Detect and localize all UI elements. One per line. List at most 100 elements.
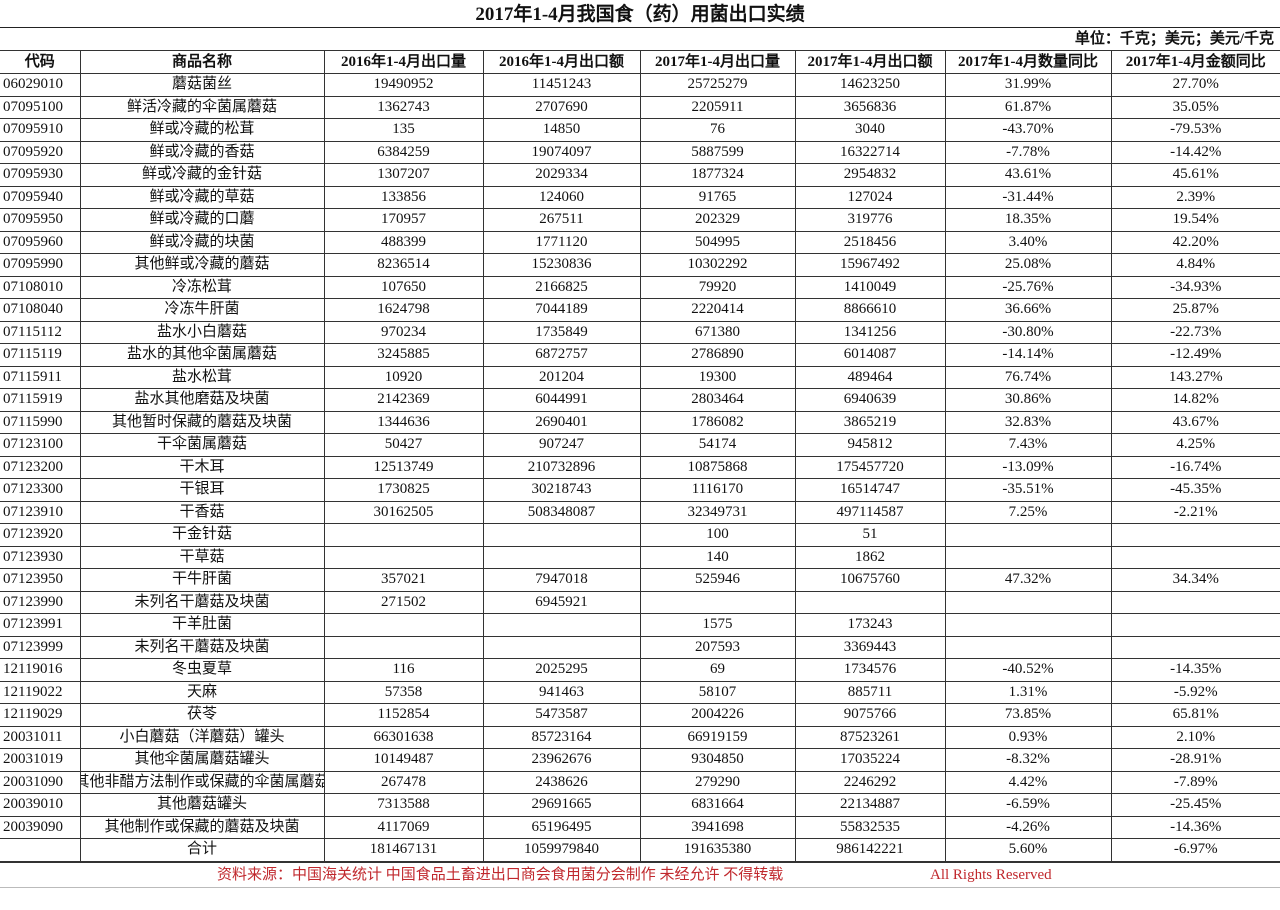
cell-qty-2016: 12513749 [323,455,484,479]
cell-value-2017: 51 [794,523,946,547]
cell-qty-2016 [323,523,484,547]
table-row: 20031011 小白蘑菇（洋蘑菇）罐头 66301638 85723164 66919… [0,725,1280,749]
product-name-text: 未列名干蘑菇及块菌 [134,638,270,655]
cell-product-name: 其他蘑菇罐头 [79,793,325,817]
table-row: 12119016 冬虫夏草 116 2025295 69 1734576 -40.52% -1… [0,658,1280,682]
cell-value-yoy: -5.92% [1110,680,1280,704]
cell-qty-2017: 25725279 [639,73,796,97]
cell-product-name: 天麻 [79,680,325,704]
table-row: 07115919 盐水其他磨菇及块菌 2142369 6044991 2803464 69… [0,388,1280,412]
cell-value-yoy: 25.87% [1110,298,1280,322]
product-name-text: 鲜活冷藏的伞菌属蘑菇 [126,98,277,115]
cell-qty-2016: 133856 [323,185,484,209]
cell-code: 07095960 [0,230,81,254]
cell-code: 07115919 [0,388,81,412]
cell-product-name: 盐水其他磨菇及块菌 [79,388,325,412]
cell-qty-yoy: 0.93% [944,725,1112,749]
product-name-text: 鲜或冷藏的口蘑 [149,211,255,228]
cell-qty-2017: 10875868 [639,455,796,479]
product-name-text: 鲜或冷藏的松茸 [149,121,255,138]
table-row: 07108010 冷冻松茸 107650 2166825 79920 1410049 -25… [0,275,1280,299]
product-name-text: 盐水小白蘑菇 [156,323,247,340]
cell-qty-2016: 66301638 [323,725,484,749]
cell-qty-2017: 2803464 [639,388,796,412]
cell-value-2016: 508348087 [482,500,641,524]
cell-qty-2016: 6384259 [323,140,484,164]
cell-code: 07095930 [0,163,81,187]
cell-code: 07123991 [0,613,81,637]
cell-value-yoy: -7.89% [1110,770,1280,794]
export-table: 代码 商品名称 2016年1-4月出口量 2016年1-4月出口额 2017年1-4月出… [0,50,1280,862]
cell-value-yoy: -28.91% [1110,748,1280,772]
cell-code: 20031011 [0,725,81,749]
cell-qty-2016: 1344636 [323,410,484,434]
cell-value-yoy: 2.39% [1110,185,1280,209]
cell-qty-yoy: 3.40% [944,230,1112,254]
cell-value-yoy: 2.10% [1110,725,1280,749]
cell-qty-2017: 66919159 [639,725,796,749]
cell-qty-2017: 5887599 [639,140,796,164]
product-name-text: 蘑菇菌丝 [171,76,232,93]
cell-qty-yoy [944,635,1112,659]
cell-qty-2016: 1152854 [323,703,484,727]
cell-qty-2017: 19300 [639,365,796,389]
cell-qty-yoy: 76.74% [944,365,1112,389]
cell-qty-2017: 1877324 [639,163,796,187]
cell-product-name: 干香菇 [79,500,325,524]
cell-qty-2016: 116 [323,658,484,682]
cell-value-2016 [482,523,641,547]
cell-product-name: 其他暂时保藏的蘑菇及块菌 [79,410,325,434]
cell-value-yoy: 34.34% [1110,568,1280,592]
cell-qty-yoy: -40.52% [944,658,1112,682]
cell-qty-2017: 2205911 [639,95,796,119]
cell-value-yoy: -14.35% [1110,658,1280,682]
cell-product-name: 未列名干蘑菇及块菌 [79,590,325,614]
cell-qty-2017: 1116170 [639,478,796,502]
cell-qty-2016: 19490952 [323,73,484,97]
cell-code: 07123950 [0,568,81,592]
cell-code: 07108040 [0,298,81,322]
cell-value-yoy: 42.20% [1110,230,1280,254]
product-name-text: 茯苓 [186,706,217,723]
cell-qty-yoy: 73.85% [944,703,1112,727]
cell-qty-yoy: 5.60% [944,838,1112,862]
cell-qty-yoy: 30.86% [944,388,1112,412]
cell-product-name: 干银耳 [79,478,325,502]
table-row: 07095940 鲜或冷藏的草菇 133856 124060 91765 127024 -3… [0,185,1280,209]
cell-value-2017: 55832535 [794,815,946,839]
product-name-text: 盐水其他磨菇及块菌 [134,391,270,408]
cell-product-name: 其他鲜或冷藏的蘑菇 [79,253,325,277]
cell-qty-2017: 3941698 [639,815,796,839]
cell-value-yoy: -14.42% [1110,140,1280,164]
cell-value-yoy: -45.35% [1110,478,1280,502]
cell-value-2017: 3656836 [794,95,946,119]
cell-code: 07123930 [0,545,81,569]
product-name-text: 盐水松茸 [171,368,232,385]
cell-code: 07095940 [0,185,81,209]
cell-value-2017: 497114587 [794,500,946,524]
cell-qty-2016: 107650 [323,275,484,299]
table-row: 07115119 盐水的其他伞菌属蘑菇 3245885 6872757 2786890 6… [0,343,1280,367]
cell-value-2016: 65196495 [482,815,641,839]
cell-value-2017: 319776 [794,208,946,232]
source-note: 资料来源：中国海关统计 中国食品土畜进出口商会食用菌分会制作 未经允许 不得转载 [217,866,784,883]
cell-code: 20031090 [0,770,81,794]
cell-value-2016: 5473587 [482,703,641,727]
cell-value-yoy: 14.82% [1110,388,1280,412]
cell-value-yoy: -12.49% [1110,343,1280,367]
cell-product-name: 茯苓 [79,703,325,727]
cell-value-yoy: -16.74% [1110,455,1280,479]
table-row: 07123991 干羊肚菌 1575 173243 [0,613,1280,637]
cell-qty-yoy: 43.61% [944,163,1112,187]
table-row: 07123990 未列名干蘑菇及块菌 271502 6945921 [0,590,1280,614]
table-row: 07095950 鲜或冷藏的口蘑 170957 267511 202329 319776 1… [0,208,1280,232]
cell-value-2017 [794,590,946,614]
table-row: 07123999 未列名干蘑菇及块菌 207593 3369443 [0,635,1280,659]
cell-value-2017: 1410049 [794,275,946,299]
cell-value-2016: 11451243 [482,73,641,97]
cell-value-2017: 16322714 [794,140,946,164]
cell-value-yoy: -34.93% [1110,275,1280,299]
cell-product-name: 鲜或冷藏的松茸 [79,118,325,142]
cell-code: 07115911 [0,365,81,389]
cell-code: 07123100 [0,433,81,457]
